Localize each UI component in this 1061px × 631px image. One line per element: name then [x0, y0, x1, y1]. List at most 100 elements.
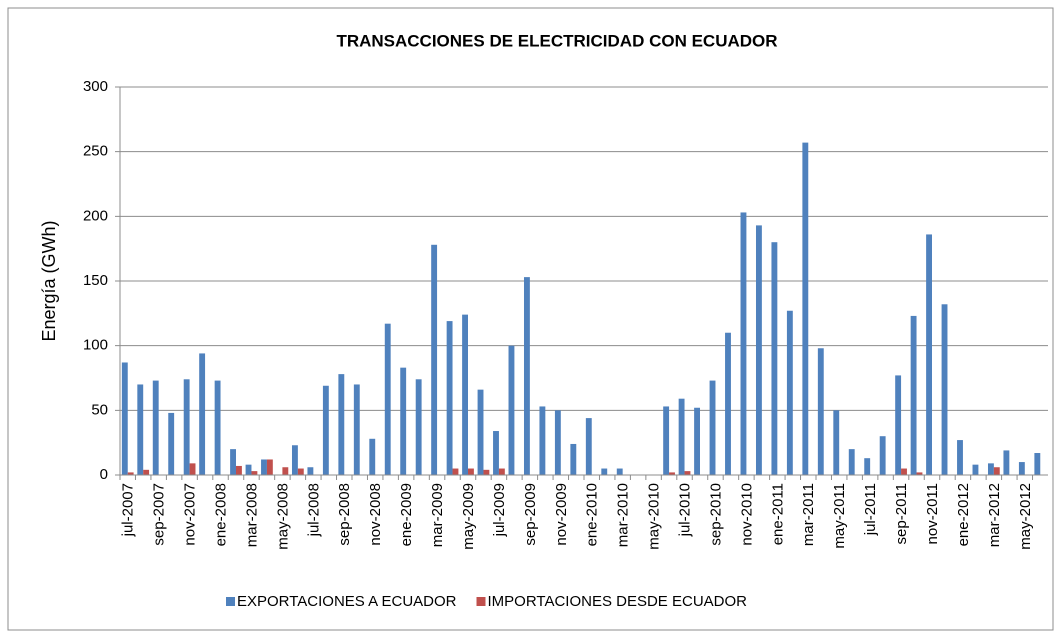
bar: [236, 465, 242, 475]
bar: [452, 468, 459, 475]
bar: [189, 463, 196, 475]
bar: [493, 431, 499, 475]
bar: [916, 472, 923, 475]
bar: [183, 379, 190, 475]
bar: [910, 315, 917, 475]
x-tick-label: jul-2009: [491, 483, 508, 537]
bar: [468, 468, 474, 475]
x-tick-label: sep-2007: [151, 483, 168, 546]
bar: [168, 412, 175, 475]
bar: [1034, 453, 1041, 475]
bar: [483, 469, 490, 475]
y-tick-label: 100: [83, 337, 108, 354]
x-tick-label: ene-2011: [769, 483, 786, 545]
bar: [384, 323, 391, 475]
x-tick-label: nov-2008: [367, 483, 384, 546]
x-tick-label: nov-2010: [738, 483, 755, 546]
bar: [663, 406, 670, 475]
x-tick-label: sep-2010: [707, 483, 724, 546]
bar: [972, 464, 979, 475]
bar: [338, 374, 345, 475]
x-tick-label: may-2012: [1017, 483, 1034, 550]
legend-label: IMPORTACIONES DESDE ECUADOR: [488, 593, 748, 610]
x-tick-label: mar-2010: [615, 483, 632, 547]
bar: [941, 304, 948, 475]
legend-swatch: [476, 597, 486, 606]
bar: [709, 380, 716, 475]
bar: [1003, 450, 1010, 475]
bar: [431, 244, 438, 475]
x-tick-label: jul-2007: [120, 483, 137, 537]
bar: [307, 467, 314, 475]
bar: [601, 468, 608, 475]
bar: [251, 471, 258, 475]
bar: [245, 464, 252, 475]
bar: [477, 389, 484, 475]
bar: [987, 463, 994, 475]
bar: [214, 380, 221, 475]
x-tick-label: mar-2009: [429, 483, 446, 547]
x-tick-label: may-2009: [460, 483, 477, 550]
bar: [616, 468, 623, 475]
bar: [802, 142, 809, 475]
bar: [230, 449, 236, 475]
bar: [678, 398, 685, 475]
bar: [539, 406, 546, 475]
x-tick-label: nov-2009: [553, 483, 570, 546]
y-tick-label: 0: [100, 466, 108, 483]
bar: [817, 348, 824, 475]
bar: [498, 468, 505, 475]
bar: [137, 384, 144, 475]
bar: [771, 242, 778, 475]
bar: [864, 458, 871, 475]
bar: [282, 467, 289, 475]
x-tick-label: ene-2008: [213, 483, 230, 546]
bar: [848, 449, 855, 475]
bar: [740, 212, 747, 475]
bar: [725, 332, 731, 475]
bar: [353, 384, 360, 475]
x-tick-label: ene-2010: [584, 483, 601, 546]
bar: [684, 471, 691, 475]
x-tick-label: may-2011: [831, 483, 848, 549]
chart-frame: [7, 7, 1054, 631]
bar: [957, 440, 963, 475]
x-tick-label: may-2010: [646, 483, 663, 550]
bar: [786, 310, 793, 475]
bar: [895, 375, 902, 475]
bar: [266, 459, 273, 475]
x-tick-label: ene-2012: [955, 483, 972, 546]
y-tick-label: 250: [83, 143, 108, 160]
bar: [523, 277, 530, 475]
bar: [297, 468, 304, 475]
bar: [261, 459, 267, 475]
x-tick-label: nov-2011: [924, 483, 941, 544]
x-tick-label: sep-2008: [336, 483, 353, 546]
bar: [121, 362, 128, 475]
bar: [152, 380, 159, 475]
x-tick-label: jul-2011: [862, 483, 879, 536]
bar: [322, 385, 329, 475]
y-tick-label: 50: [91, 401, 108, 418]
x-tick-label: jul-2010: [677, 483, 694, 537]
bar: [993, 467, 1000, 475]
bar: [570, 443, 577, 475]
bar: [585, 418, 592, 475]
bar: [833, 410, 840, 475]
bar: [415, 379, 422, 475]
bar: [127, 472, 134, 475]
bar: [755, 225, 762, 475]
bar: [1018, 462, 1025, 475]
x-tick-label: ene-2009: [398, 483, 415, 546]
x-tick-label: sep-2011: [893, 483, 910, 544]
bar: [669, 472, 675, 475]
bar: [462, 314, 468, 475]
y-tick-label: 200: [83, 207, 108, 224]
y-tick-label: 150: [83, 272, 108, 289]
x-tick-label: mar-2012: [986, 483, 1003, 547]
x-tick-label: nov-2007: [182, 483, 199, 546]
chart-title: TRANSACCIONES DE ELECTRICIDAD CON ECUADO…: [336, 31, 777, 50]
y-tick-label: 300: [83, 78, 108, 95]
bar: [508, 345, 515, 475]
